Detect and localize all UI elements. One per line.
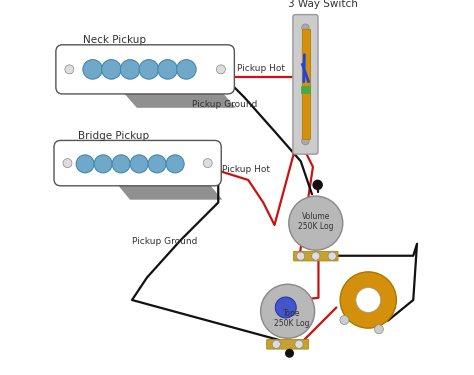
Circle shape xyxy=(216,65,225,74)
Circle shape xyxy=(272,340,281,348)
Circle shape xyxy=(340,315,349,324)
Circle shape xyxy=(158,60,177,79)
Text: Pickup Ground: Pickup Ground xyxy=(192,100,257,109)
Text: Volume
250K Log: Volume 250K Log xyxy=(298,211,334,231)
Circle shape xyxy=(139,60,159,79)
FancyBboxPatch shape xyxy=(301,86,310,93)
FancyBboxPatch shape xyxy=(54,141,221,186)
Text: Pickup Ground: Pickup Ground xyxy=(132,237,197,246)
Circle shape xyxy=(203,159,212,168)
Text: Neck Pickup: Neck Pickup xyxy=(83,35,146,45)
Circle shape xyxy=(356,288,381,312)
Circle shape xyxy=(311,252,320,260)
Polygon shape xyxy=(120,89,236,108)
Circle shape xyxy=(148,155,166,173)
Circle shape xyxy=(130,155,148,173)
Circle shape xyxy=(297,252,305,260)
FancyBboxPatch shape xyxy=(302,29,310,140)
Circle shape xyxy=(94,155,112,173)
Circle shape xyxy=(328,252,336,260)
Text: Pickup Hot: Pickup Hot xyxy=(237,64,285,73)
Circle shape xyxy=(312,180,323,190)
Circle shape xyxy=(83,60,102,79)
Text: Pickup Hot: Pickup Hot xyxy=(222,165,270,174)
FancyBboxPatch shape xyxy=(293,15,318,154)
Circle shape xyxy=(301,24,309,32)
Circle shape xyxy=(289,196,343,250)
Text: Bridge Pickup: Bridge Pickup xyxy=(78,130,149,141)
Circle shape xyxy=(101,60,121,79)
Circle shape xyxy=(285,349,294,358)
Circle shape xyxy=(112,155,130,173)
Polygon shape xyxy=(115,181,222,200)
Circle shape xyxy=(166,155,184,173)
Circle shape xyxy=(275,297,296,318)
Circle shape xyxy=(295,340,303,348)
Text: 3 Way Switch: 3 Way Switch xyxy=(288,0,357,9)
Circle shape xyxy=(76,155,94,173)
FancyBboxPatch shape xyxy=(293,251,338,261)
Circle shape xyxy=(63,159,72,168)
Circle shape xyxy=(301,137,309,145)
Circle shape xyxy=(340,272,396,328)
Circle shape xyxy=(65,65,74,74)
Circle shape xyxy=(177,60,196,79)
FancyBboxPatch shape xyxy=(56,45,234,94)
Circle shape xyxy=(374,325,383,334)
FancyBboxPatch shape xyxy=(266,339,309,349)
Circle shape xyxy=(261,284,315,338)
Circle shape xyxy=(120,60,140,79)
Text: Tone
250K Log: Tone 250K Log xyxy=(273,309,309,328)
